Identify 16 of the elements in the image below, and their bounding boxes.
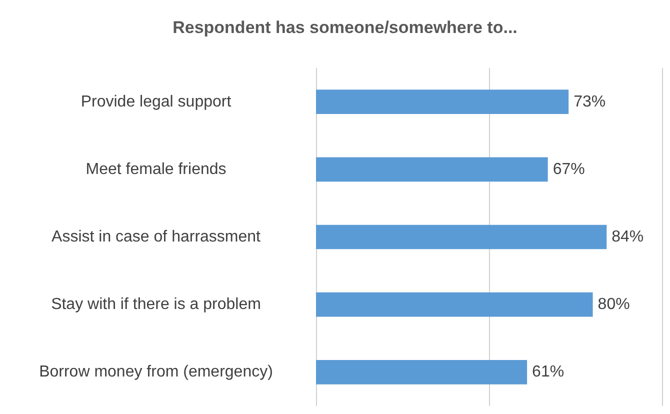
bar bbox=[316, 90, 569, 114]
y-tick-label: Assist in case of harrassment bbox=[52, 228, 262, 246]
y-tick-label: Meet female friends bbox=[86, 160, 226, 178]
data-label: 84% bbox=[612, 228, 644, 246]
bar bbox=[316, 292, 593, 317]
y-tick-label: Stay with if there is a problem bbox=[51, 296, 261, 314]
data-label: 67% bbox=[552, 160, 585, 178]
data-label: 73% bbox=[574, 93, 606, 110]
y-tick-label: Borrow money from (emergency) bbox=[39, 364, 273, 381]
bar bbox=[316, 224, 607, 250]
data-label: 61% bbox=[532, 364, 564, 381]
y-tick-label: Provide legal support bbox=[80, 93, 232, 110]
bar bbox=[316, 360, 528, 384]
bar bbox=[316, 157, 548, 182]
chart-title: Respondent has someone/somewhere to... bbox=[172, 18, 518, 37]
data-label: 80% bbox=[598, 296, 630, 314]
